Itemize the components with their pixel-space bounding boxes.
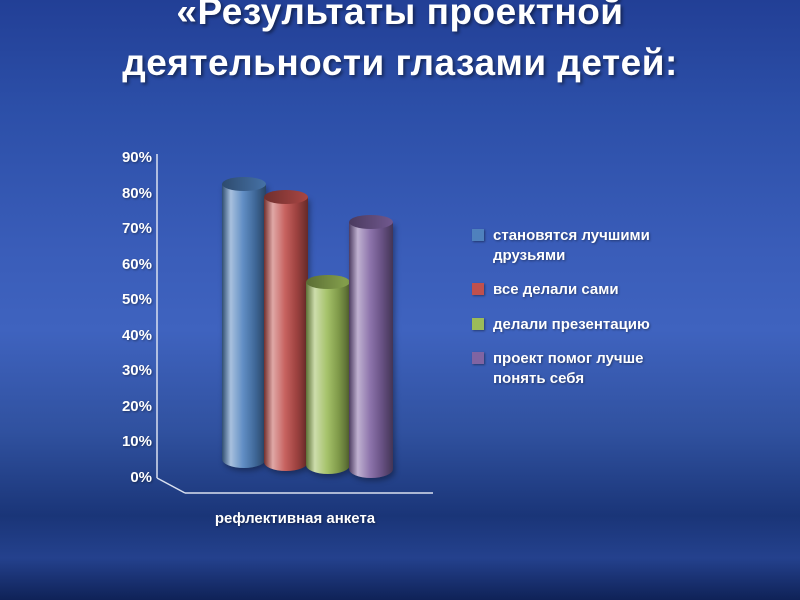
legend-label: делали презентацию — [493, 315, 650, 333]
bar-chart: 0% 10% 20% 30% 40% 50% 60% 70% 80% 90% рефлективн… — [95, 148, 455, 548]
legend-swatch — [472, 283, 484, 295]
y-tick-label: 0% — [130, 469, 152, 486]
cylinder-top — [349, 215, 393, 229]
legend-item: становятся лучшими друзьями — [472, 226, 682, 265]
legend-item: все делали сами — [472, 280, 682, 300]
legend-label: становятся лучшими друзьями — [493, 227, 650, 264]
legend-label: все делали сами — [493, 281, 619, 298]
cylinder-top — [222, 176, 266, 191]
y-tick-label: 30% — [121, 362, 152, 380]
cylinder-body — [222, 183, 266, 468]
category-label: рефлективная анкета — [214, 510, 376, 527]
y-tick-label: 70% — [121, 220, 152, 238]
chart-legend: становятся лучшими друзьями все делали са… — [472, 226, 682, 403]
legend-item: проект помог лучше понять себя — [472, 349, 682, 388]
y-tick-label: 90% — [121, 149, 152, 166]
cylinder-body — [264, 197, 308, 471]
y-tick-label: 10% — [121, 433, 152, 451]
y-tick-label: 20% — [121, 397, 152, 415]
y-tick-label: 40% — [121, 326, 152, 344]
cylinder-body — [306, 282, 350, 474]
cylinder-bar — [222, 176, 266, 468]
legend-swatch — [472, 229, 484, 241]
cylinder-bar — [306, 275, 350, 474]
legend-swatch — [472, 352, 484, 364]
axis-lines — [156, 154, 433, 494]
cylinder-body — [349, 222, 393, 478]
cylinder-top — [264, 190, 308, 205]
legend-item: делали презентацию — [472, 315, 682, 335]
y-tick-label: 60% — [121, 255, 152, 273]
plot-area — [95, 148, 455, 548]
y-tick-label: 50% — [121, 291, 152, 309]
legend-swatch — [472, 317, 484, 330]
cylinder-bar — [264, 190, 308, 471]
y-tick-label: 80% — [121, 184, 152, 202]
cylinder-bar — [349, 215, 393, 478]
cylinder-top — [306, 275, 350, 289]
slide-title: «Результаты проектной деятельности глаза… — [122, 0, 678, 84]
legend-label: проект помог лучше понять себя — [493, 350, 644, 387]
